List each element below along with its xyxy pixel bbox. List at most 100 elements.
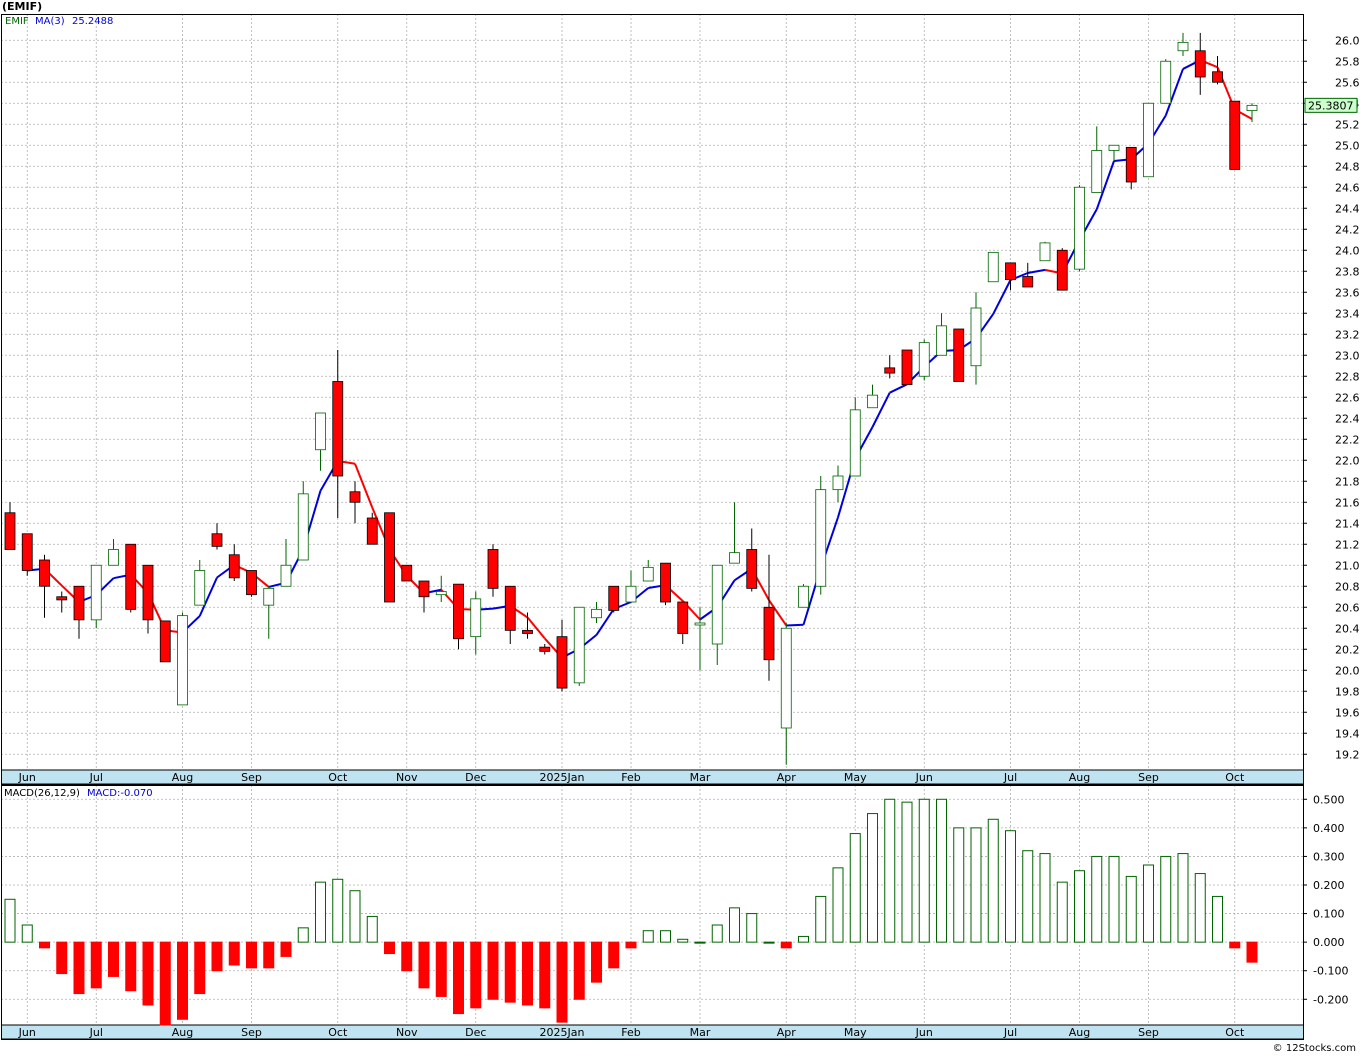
candle <box>832 465 844 503</box>
month-label: Oct <box>328 1026 348 1039</box>
price-axis-label: 19.6000 <box>1335 706 1360 719</box>
candle <box>263 586 275 639</box>
macd-bar <box>1177 853 1189 943</box>
macd-legend-label: MACD(26,12,9) <box>4 788 80 799</box>
month-label: Dec <box>465 1026 486 1039</box>
candle <box>953 328 965 382</box>
macd-legend-value: MACD:-0.070 <box>87 788 153 799</box>
ma-segment <box>1164 68 1184 116</box>
candle-body <box>677 601 689 634</box>
candle-body <box>435 591 447 596</box>
candle-body <box>642 566 654 582</box>
candle <box>194 560 206 606</box>
candle-body <box>4 512 16 550</box>
macd-bar <box>729 907 740 943</box>
macd-bar <box>504 941 516 1003</box>
candle <box>987 251 999 283</box>
last-price-value: 25.3807 <box>1308 99 1354 112</box>
candle <box>918 339 930 381</box>
legend-ma-value: 25.2488 <box>72 16 113 27</box>
candle <box>73 585 85 639</box>
macd-bar <box>573 941 585 1000</box>
macd-bar <box>21 924 33 943</box>
price-axis-label: 23.6000 <box>1335 286 1360 299</box>
candle <box>1143 102 1154 178</box>
ma-line <box>27 59 1253 659</box>
candle-body <box>591 608 602 619</box>
candle-body <box>1194 50 1206 78</box>
candle-body <box>90 564 102 621</box>
macd-bar <box>918 798 930 943</box>
price-axis-label: 22.8000 <box>1335 370 1360 383</box>
price-axis-label: 24.0000 <box>1335 244 1360 257</box>
month-label: Oct <box>328 771 348 784</box>
candle-body <box>798 585 809 608</box>
macd-axis: 0.500 0.400 0.300 0.200 0.100 0.000 -0.100 -0.2… <box>1303 793 1348 1006</box>
candle-body <box>884 367 896 374</box>
candle <box>556 619 568 692</box>
candle-body <box>1005 262 1016 281</box>
macd-axis-label: 0.500 <box>1313 793 1345 806</box>
month-label: Jul <box>1003 771 1017 784</box>
month-label: Mar <box>690 771 711 784</box>
month-label: Aug <box>1069 771 1090 784</box>
candle-body <box>470 598 482 638</box>
price-axis-label: 21.6000 <box>1335 496 1360 509</box>
candle <box>1074 185 1085 272</box>
macd-bar <box>211 941 223 972</box>
candle-body <box>694 622 706 626</box>
macd-bar <box>694 941 706 944</box>
candle-body <box>504 585 516 631</box>
candle <box>677 601 689 644</box>
candle-body <box>56 596 68 601</box>
macd-bar <box>1039 853 1051 943</box>
candle-body <box>539 646 551 652</box>
candle <box>470 591 482 655</box>
month-label: Dec <box>465 771 486 784</box>
footer-credit: © 12Stocks.com <box>1273 1043 1356 1054</box>
macd-bar <box>1194 873 1206 943</box>
candle-body <box>39 559 50 587</box>
macd-bar <box>539 941 551 1009</box>
macd-bar <box>177 941 188 1020</box>
candle <box>780 623 792 765</box>
macd-bars <box>4 798 1258 1026</box>
month-label: Oct <box>1225 1026 1245 1039</box>
ma-segment <box>992 279 1012 315</box>
macd-axis-label: -0.100 <box>1313 965 1348 978</box>
price-axis-label: 20.6000 <box>1335 601 1360 614</box>
macd-bar <box>159 941 171 1026</box>
candle-body <box>315 412 326 451</box>
legend-symbol: EMIF <box>5 16 29 27</box>
candle <box>591 602 602 623</box>
macd-bar <box>1108 855 1120 943</box>
candle <box>694 607 706 671</box>
price-axis-label: 23.0000 <box>1335 349 1360 362</box>
month-label: Jul <box>89 771 103 784</box>
candle-body <box>21 533 33 571</box>
macd-bar <box>108 941 119 977</box>
candle <box>504 585 516 644</box>
macd-bar <box>297 927 309 943</box>
macd-bar <box>470 941 482 1009</box>
candle <box>159 620 171 663</box>
candle <box>746 528 758 592</box>
candle-body <box>763 606 775 661</box>
price-axis-label: 23.8000 <box>1335 265 1360 278</box>
candle <box>763 554 775 681</box>
candle <box>1177 32 1189 56</box>
month-label: 2025Jan <box>540 771 585 784</box>
macd-bar <box>522 941 533 1006</box>
candle <box>332 350 344 518</box>
macd-bar <box>349 890 361 943</box>
candle-body <box>608 585 620 611</box>
macd-bar <box>1229 941 1241 949</box>
candle <box>453 583 464 650</box>
